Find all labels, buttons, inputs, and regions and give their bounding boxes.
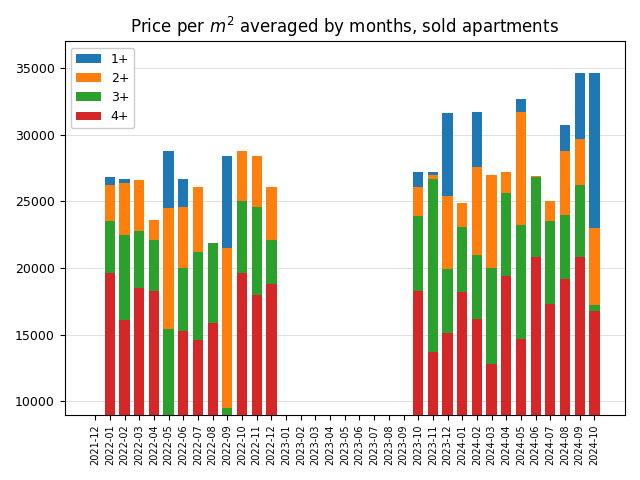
Bar: [589, 305, 600, 311]
Bar: [457, 227, 467, 292]
Bar: [252, 156, 262, 207]
Bar: [178, 179, 188, 207]
Bar: [105, 177, 115, 185]
Bar: [428, 179, 438, 352]
Legend: 1+, 2+, 3+, 4+: 1+, 2+, 3+, 4+: [71, 48, 134, 129]
Bar: [178, 207, 188, 268]
Bar: [105, 273, 115, 480]
Bar: [105, 221, 115, 273]
Bar: [457, 292, 467, 480]
Bar: [237, 273, 247, 480]
Bar: [178, 331, 188, 480]
Bar: [252, 295, 262, 480]
Bar: [442, 113, 452, 196]
Bar: [120, 183, 130, 235]
Bar: [486, 268, 497, 364]
Bar: [413, 172, 423, 187]
Bar: [516, 338, 526, 480]
Bar: [575, 139, 585, 185]
Bar: [193, 340, 203, 480]
Bar: [222, 408, 232, 427]
Bar: [207, 242, 218, 323]
Bar: [501, 193, 511, 276]
Bar: [163, 449, 173, 480]
Bar: [178, 268, 188, 331]
Bar: [413, 187, 423, 216]
Bar: [120, 235, 130, 320]
Bar: [163, 329, 173, 449]
Bar: [501, 172, 511, 193]
Bar: [442, 196, 452, 269]
Bar: [266, 187, 276, 240]
Bar: [472, 167, 482, 254]
Bar: [545, 201, 556, 221]
Bar: [252, 207, 262, 295]
Bar: [134, 288, 145, 480]
Bar: [560, 125, 570, 151]
Bar: [545, 304, 556, 480]
Bar: [120, 320, 130, 480]
Bar: [575, 73, 585, 139]
Bar: [442, 333, 452, 480]
Bar: [222, 248, 232, 408]
Bar: [266, 240, 276, 284]
Bar: [134, 180, 145, 231]
Bar: [428, 175, 438, 179]
Bar: [575, 185, 585, 257]
Bar: [501, 276, 511, 480]
Bar: [193, 252, 203, 340]
Bar: [472, 112, 482, 167]
Bar: [575, 257, 585, 480]
Bar: [413, 290, 423, 480]
Bar: [148, 290, 159, 480]
Bar: [531, 177, 541, 257]
Bar: [486, 364, 497, 480]
Bar: [193, 187, 203, 252]
Bar: [428, 352, 438, 480]
Bar: [516, 112, 526, 225]
Bar: [531, 257, 541, 480]
Bar: [486, 175, 497, 268]
Bar: [163, 208, 173, 329]
Bar: [516, 99, 526, 112]
Bar: [589, 311, 600, 480]
Bar: [207, 323, 218, 480]
Bar: [516, 225, 526, 338]
Bar: [560, 215, 570, 278]
Bar: [237, 201, 247, 273]
Bar: [472, 254, 482, 319]
Bar: [148, 220, 159, 240]
Bar: [105, 185, 115, 221]
Bar: [222, 427, 232, 480]
Bar: [457, 203, 467, 227]
Bar: [428, 172, 438, 175]
Bar: [531, 176, 541, 177]
Bar: [560, 278, 570, 480]
Bar: [120, 179, 130, 183]
Bar: [589, 228, 600, 305]
Bar: [545, 221, 556, 304]
Bar: [560, 151, 570, 215]
Title: Price per $m^2$ averaged by months, sold apartments: Price per $m^2$ averaged by months, sold…: [131, 15, 559, 39]
Bar: [134, 231, 145, 288]
Bar: [442, 269, 452, 333]
Bar: [266, 284, 276, 480]
Bar: [148, 240, 159, 290]
Bar: [472, 319, 482, 480]
Bar: [163, 151, 173, 208]
Bar: [222, 156, 232, 248]
Bar: [589, 73, 600, 228]
Bar: [237, 151, 247, 201]
Bar: [413, 216, 423, 290]
